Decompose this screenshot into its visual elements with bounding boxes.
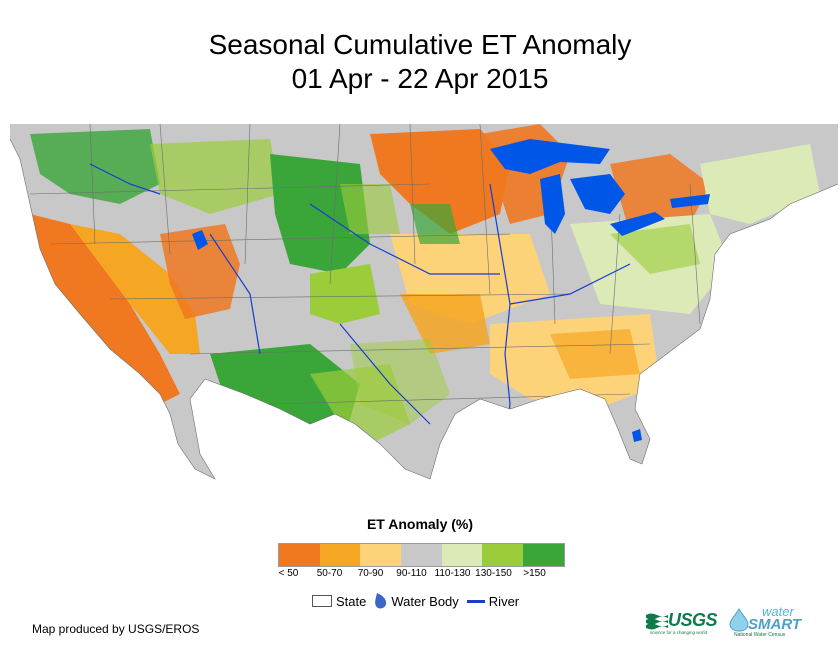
national-water-census-text: National Water Census [734,632,786,638]
river-label: River [488,593,520,609]
great-salt-lake [192,230,208,250]
river-line-icon [466,599,485,603]
state-boundaries [29,124,701,405]
state-symbol: State [312,594,366,609]
state-box-icon [312,595,332,607]
rivers [89,163,631,445]
lake-ontario [670,194,710,208]
state-label: State [336,593,367,609]
legend-label: < 50 [278,568,299,579]
legend-label: 90-110 [396,568,427,579]
lake-superior [490,139,610,174]
title-line-1: Seasonal Cumulative ET Anomaly [208,29,632,60]
lake-erie [610,212,665,236]
usgs-wordmark: USGS [668,610,718,630]
swatch-130-150 [482,544,524,566]
anomaly-fill [10,124,838,479]
swatch-lt-50 [279,544,320,566]
water-bodies [192,139,710,442]
watersmart-water-text: water [762,604,794,619]
usgs-wave-icon [646,613,668,629]
swatch-90-110 [401,544,442,566]
legend-label: 110-130 [434,568,471,579]
swatch-70-90 [360,544,402,566]
legend-labels: < 50 50-70 70-90 90-110 110-130 130-150 … [268,568,578,582]
swatch-50-70 [319,544,361,566]
usgs-tagline: science for a changing world [650,630,708,635]
water-body-symbol: Water Body [374,592,459,610]
swatch-gt-150 [523,544,564,566]
map-credit: Map produced by USGS/EROS [32,622,200,636]
legend-label: 50-70 [316,568,343,579]
et-anomaly-map [10,124,838,484]
legend-label: 70-90 [357,568,384,579]
lake-huron [570,174,625,214]
watersmart-drop-icon [729,608,749,632]
swatch-110-130 [441,544,483,566]
country-outline [10,138,838,480]
symbol-legend: State Water Body River [312,592,527,610]
water-body-label: Water Body [391,593,459,609]
legend-title: ET Anomaly (%) [366,516,474,532]
map-svg [10,124,838,480]
title-line-2: 01 Apr - 22 Apr 2015 [291,63,549,94]
lake-okeechobee [632,429,642,442]
map-title: Seasonal Cumulative ET Anomaly 01 Apr - … [0,28,840,96]
watersmart-smart-text: SMART [748,616,802,633]
usgs-logo: USGS science for a changing world [646,610,718,635]
legend-label: 130-150 [475,568,512,579]
water-drop-icon [375,593,387,609]
watersmart-logo: water SMART National Water Census [728,604,820,640]
river-symbol: River [466,593,520,609]
lake-michigan [540,174,565,234]
legend-swatches [278,543,565,567]
legend-label: >150 [523,568,546,579]
